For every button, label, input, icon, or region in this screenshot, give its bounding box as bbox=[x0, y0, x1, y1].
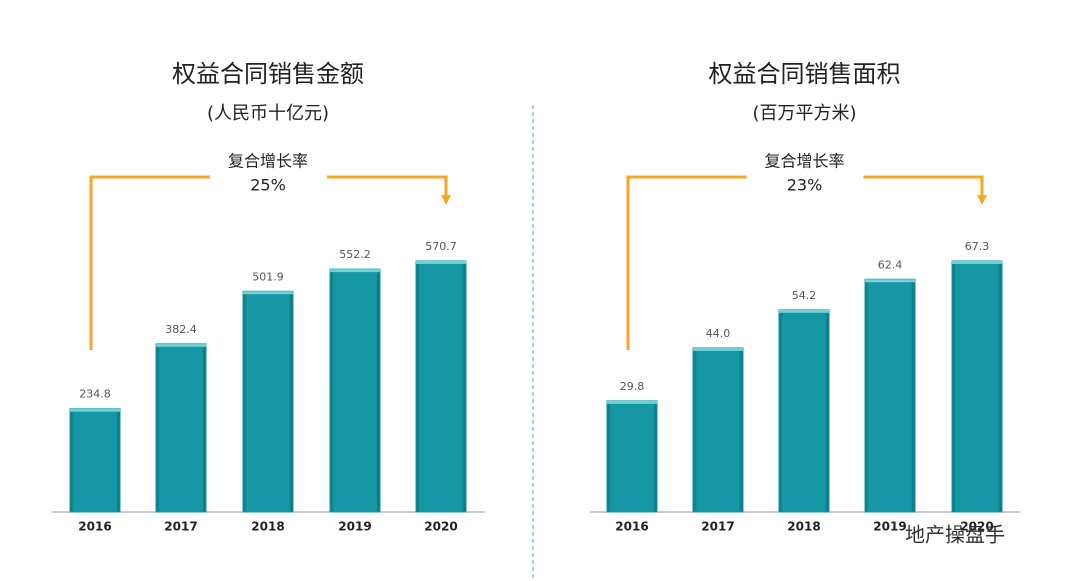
x-tick-label: 2016 bbox=[615, 520, 648, 534]
bar bbox=[606, 400, 658, 513]
data-label: 54.2 bbox=[792, 289, 817, 302]
chart-title: 权益合同销售金额 bbox=[172, 60, 364, 88]
watermark: 地产操盘手 bbox=[905, 523, 1005, 547]
data-label: 501.9 bbox=[252, 270, 284, 283]
x-tick-label: 2018 bbox=[787, 520, 820, 534]
data-label: 382.4 bbox=[165, 323, 197, 336]
bar-top bbox=[779, 309, 829, 313]
bar-top bbox=[70, 408, 120, 412]
x-tick-label: 2017 bbox=[701, 520, 734, 534]
bar bbox=[951, 260, 1003, 513]
bar bbox=[69, 408, 121, 513]
bar-top bbox=[330, 269, 380, 273]
x-tick-label: 2019 bbox=[338, 520, 371, 534]
growth-arrow bbox=[89, 175, 210, 350]
bar-top bbox=[243, 291, 293, 295]
bar-top bbox=[952, 261, 1002, 264]
bar bbox=[864, 278, 916, 513]
chart-title: 权益合同销售面积 bbox=[709, 60, 901, 88]
arrow-head bbox=[441, 195, 451, 205]
annotation-value: 23% bbox=[787, 176, 823, 195]
bar-top bbox=[607, 400, 657, 404]
data-label: 62.4 bbox=[878, 258, 903, 271]
chart-subtitle: (人民币十亿元) bbox=[207, 103, 329, 124]
annotation-value: 25% bbox=[250, 176, 286, 195]
growth-arrow bbox=[327, 175, 448, 196]
bar bbox=[155, 343, 207, 513]
x-tick-label: 2020 bbox=[424, 520, 457, 534]
bar bbox=[329, 268, 381, 513]
x-tick-label: 2018 bbox=[251, 520, 284, 534]
data-label: 67.3 bbox=[965, 240, 990, 253]
growth-arrow bbox=[863, 175, 984, 196]
bar bbox=[692, 347, 744, 513]
arrow-head bbox=[977, 195, 987, 205]
data-label: 29.8 bbox=[620, 380, 645, 393]
x-tick-label: 2020 bbox=[960, 520, 993, 534]
bar bbox=[415, 260, 467, 513]
bar bbox=[242, 290, 294, 513]
data-label: 570.7 bbox=[425, 240, 457, 253]
annotation-label: 复合增长率 bbox=[228, 152, 308, 171]
annotation-label: 复合增长率 bbox=[764, 152, 844, 171]
growth-arrow bbox=[626, 175, 747, 350]
bar-top bbox=[416, 261, 466, 264]
x-tick-label: 2017 bbox=[164, 520, 197, 534]
bar-top bbox=[693, 347, 743, 351]
bar-top bbox=[156, 343, 206, 347]
x-tick-label: 2016 bbox=[78, 520, 111, 534]
data-label: 44.0 bbox=[706, 327, 731, 340]
bar bbox=[778, 309, 830, 513]
bar-top bbox=[865, 279, 915, 283]
data-label: 552.2 bbox=[339, 248, 371, 261]
chart-subtitle: (百万平方米) bbox=[752, 103, 856, 124]
data-label: 234.8 bbox=[79, 388, 111, 401]
x-tick-label: 2019 bbox=[873, 520, 906, 534]
